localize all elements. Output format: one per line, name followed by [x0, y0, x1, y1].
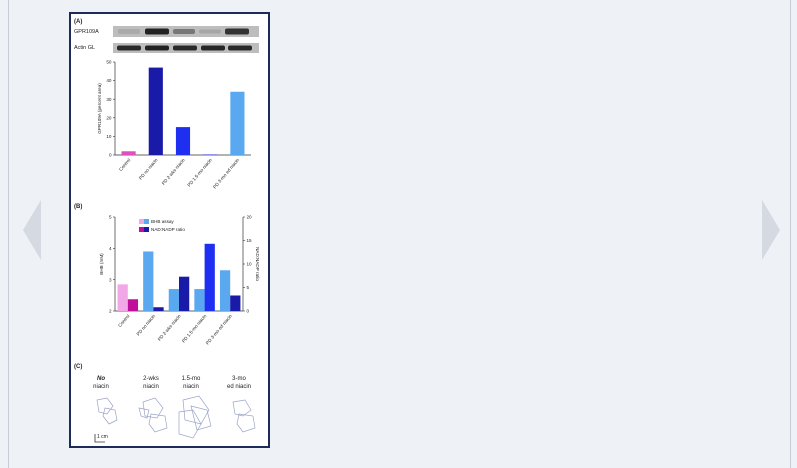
- chart-b-left-tick-label: 2: [109, 309, 112, 314]
- column-header-4-line-1: 3-mo: [232, 376, 246, 382]
- chart-b-bar-ratio-pd-2-wks-niacin: [179, 276, 190, 311]
- chart-b-bar-bhb-pd-2-wks-niacin: [168, 289, 179, 311]
- scale-bar-label: 1 cm: [97, 434, 108, 440]
- chart-a-bar-pd-3-mo-ed-niacin: [230, 91, 245, 155]
- chevron-left-icon: [23, 200, 41, 260]
- tumor-outline-drawings: [96, 395, 256, 439]
- chart-b-x-tick-label: PD no niacin: [136, 313, 157, 337]
- chart-b-right-tick-label: 0: [247, 309, 250, 314]
- legend-swatch-nad-nadp-ratio-b: [144, 227, 149, 232]
- chart-b-bar-bhb-pd-1-5-mo-niacin: [194, 289, 205, 311]
- chart-b-right-axis-label: NAD:NADP ratio: [255, 247, 260, 281]
- western-blot-gpr109a: [113, 26, 259, 37]
- tumor-outline-1: [96, 397, 118, 425]
- next-button[interactable]: [756, 190, 786, 270]
- legend-swatch-bhb-assay-b: [144, 219, 149, 224]
- chart-a-y-tick-label: 20: [106, 115, 112, 120]
- chart-b: 2 3 4 5 0 5 10 15 20 BHB (mM) NAD:NADP ratio BHB as…: [99, 215, 260, 346]
- chart-b-right-tick-label: 15: [247, 238, 253, 243]
- chart-a: 0 10 20 30 40 50 GPR109A (percent area) Control…: [97, 60, 251, 190]
- tumor-outline-3: [178, 395, 212, 439]
- chart-a-x-tick-label: PD 2-wks niacin: [161, 157, 186, 186]
- chart-a-bar-control: [121, 151, 136, 155]
- chart-b-bar-ratio-pd-3-mo-ed-niacin: [230, 295, 241, 311]
- chart-b-right-tick-label: 10: [247, 262, 253, 267]
- previous-button[interactable]: [17, 190, 47, 270]
- panel-a-label: (A): [74, 19, 82, 25]
- tumor-outline-4: [232, 399, 256, 433]
- figure-canvas: (A) GPR109A Actin GL 01020304050GPR109A …: [74, 19, 260, 443]
- chart-b-x-tick-label: PD 1.5-mo niacin: [181, 313, 208, 344]
- panel-c-label: (C): [74, 364, 82, 370]
- western-blot-actin: [113, 43, 259, 53]
- column-header-3-line-1: 1.5-mo: [182, 376, 201, 382]
- chart-a-x-tick-label: Control: [118, 157, 131, 172]
- panel-c-column-headers: No niacin 2-wks niacin 1.5-mo niacin 3-m…: [93, 376, 251, 390]
- chart-a-bar-pd-2-wks-niacin: [175, 127, 191, 155]
- chart-b-bar-bhb-control: [117, 284, 128, 311]
- legend-label-nad-nadp-ratio: NAD:NADP ratio: [151, 227, 185, 232]
- chart-a-y-tick-label: 30: [106, 97, 112, 102]
- tumor-outline-2: [138, 397, 168, 433]
- chart-a-x-tick-label: PD 1.5-mo niacin: [186, 157, 213, 188]
- chart-b-bar-bhb-pd-3-mo-ed-niacin: [219, 270, 231, 311]
- chart-b-bar-ratio-pd-no-niacin: [153, 307, 164, 311]
- blot-label-actin: Actin GL: [74, 45, 95, 51]
- chart-b-left-tick-label: 4: [109, 246, 112, 251]
- chart-a-bar-pd-1-5-mo-niacin: [203, 154, 218, 155]
- chart-b-bar-bhb-pd-no-niacin: [143, 251, 154, 311]
- chart-b-x-tick-label: PD 3-mo ed niacin: [205, 313, 233, 346]
- chart-a-y-tick-label: 0: [109, 153, 112, 158]
- chart-b-x-tick-label: Control: [117, 313, 130, 328]
- chart-b-left-tick-label: 3: [109, 277, 112, 282]
- legend-swatch-bhb-assay-a: [139, 219, 144, 224]
- chart-a-y-tick-label: 50: [106, 60, 112, 65]
- column-header-4-line-2: ed niacin: [227, 384, 251, 390]
- chart-b-bar-ratio-pd-1-5-mo-niacin: [204, 243, 215, 311]
- chart-b-right-tick-label: 5: [247, 285, 250, 290]
- chart-b-left-axis-label: BHB (mM): [99, 253, 104, 275]
- chart-a-y-axis-label: GPR109A (percent area): [97, 83, 102, 134]
- chart-a-x-tick-label: PD 3-mo ed niacin: [212, 157, 240, 190]
- blot-label-gpr109a: GPR109A: [74, 29, 99, 35]
- chart-b-bar-ratio-control: [127, 299, 139, 311]
- chevron-right-icon: [762, 200, 780, 260]
- column-header-2-line-1: 2-wks: [143, 376, 159, 382]
- panel-b-label: (B): [74, 204, 82, 210]
- chart-a-y-tick-label: 40: [106, 78, 112, 83]
- column-header-1-line-1: No: [97, 376, 105, 382]
- figure-image[interactable]: (A) GPR109A Actin GL 0 10 20 30 40 50 GPR109A …: [69, 12, 270, 448]
- scale-bar: 1 cm: [94, 434, 108, 443]
- chart-b-left-tick-label: 5: [109, 215, 112, 220]
- legend-swatch-nad-nadp-ratio-a: [139, 227, 144, 232]
- column-header-1-line-2: niacin: [93, 384, 109, 390]
- legend-label-bhb-assay: BHB assay: [151, 219, 174, 224]
- column-header-3-line-2: niacin: [183, 384, 199, 390]
- chart-a-y-tick-label: 10: [106, 134, 112, 139]
- column-header-2-line-2: niacin: [143, 384, 159, 390]
- chart-b-right-tick-label: 20: [247, 215, 253, 220]
- chart-a-bar-pd-no-niacin: [148, 67, 163, 155]
- chart-a-x-tick-label: PD no niacin: [138, 157, 159, 181]
- chart-b-x-tick-label: PD 2-wks niacin: [157, 313, 182, 342]
